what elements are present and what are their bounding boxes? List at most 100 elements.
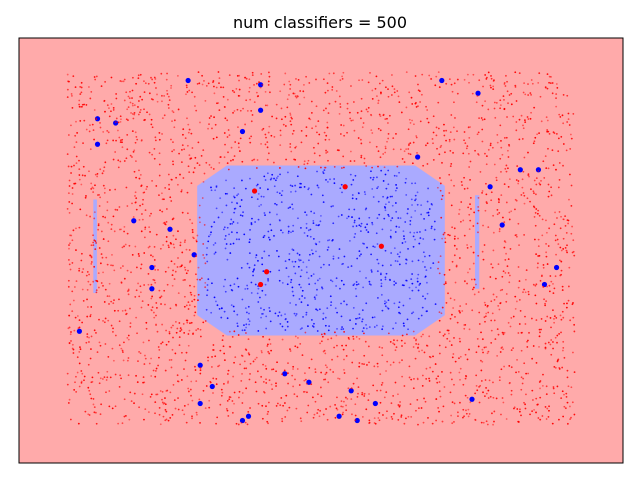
- data-point-s2-1863: [155, 233, 158, 236]
- data-point-s1-421: [418, 242, 421, 245]
- data-point-s2-483: [195, 380, 198, 383]
- data-point-s2-76: [328, 72, 331, 75]
- data-point-s1-367: [411, 182, 413, 185]
- data-point-s2-1913: [526, 340, 528, 343]
- data-point-s2-123: [456, 78, 459, 81]
- data-point-s2-1323: [317, 142, 320, 145]
- data-point-s2-1546: [86, 271, 89, 273]
- data-point-s2-1670: [435, 134, 438, 137]
- data-point-s2-921: [144, 408, 147, 411]
- data-point-s1-589: [225, 243, 228, 245]
- data-point-s2-394: [331, 86, 334, 88]
- data-point-s2-466: [212, 377, 215, 380]
- data-point-s2-1013: [164, 419, 167, 422]
- data-point-s2-1823: [218, 109, 221, 112]
- data-point-s2-1216: [509, 325, 512, 328]
- data-point-s2-2198: [567, 118, 570, 121]
- data-point-s2-1188: [465, 375, 468, 378]
- data-point-s1-396: [348, 208, 351, 211]
- data-point-s1-510: [340, 328, 343, 331]
- data-point-s2-1110: [520, 414, 522, 417]
- data-point-s1-659: [225, 204, 228, 207]
- data-point-s2-1887: [445, 139, 447, 142]
- data-point-s1-676: [291, 208, 294, 210]
- data-point-s1-33: [403, 237, 406, 240]
- data-point-s2-636: [131, 102, 134, 105]
- data-point-s2-158: [510, 103, 513, 106]
- data-point-s2-834: [93, 76, 96, 78]
- data-point-s2-2187: [431, 138, 434, 140]
- data-point-s2-1647: [68, 211, 71, 214]
- data-point-s2-1861: [547, 245, 550, 247]
- data-point-s1-480: [246, 284, 249, 287]
- data-point-s2-2298: [185, 319, 188, 322]
- data-point-s1-538: [248, 312, 250, 315]
- data-point-s2-2039: [566, 121, 569, 123]
- data-point-s2-2582: [245, 332, 247, 334]
- data-point-s2-488: [319, 386, 322, 389]
- data-point-s2-317: [161, 398, 163, 401]
- data-point-s2-751: [382, 114, 385, 117]
- data-point-s2-1030: [292, 92, 295, 95]
- data-point-s2-2299: [266, 343, 269, 346]
- data-point-s2-628: [314, 400, 317, 403]
- data-point-s2-1303: [515, 129, 518, 132]
- data-point-s2-1466: [168, 188, 171, 191]
- data-point-s2-479: [509, 248, 512, 250]
- data-point-s2-2140: [546, 263, 549, 265]
- data-point-s2-560: [468, 413, 471, 415]
- data-point-s0-31: [336, 413, 342, 419]
- data-point-s2-118: [118, 206, 121, 208]
- data-point-s2-691: [498, 211, 501, 214]
- data-point-s1-268: [429, 267, 432, 269]
- data-point-s2-1455: [152, 369, 155, 372]
- data-point-s2-1580: [92, 398, 95, 400]
- data-point-s1-35: [261, 257, 263, 259]
- data-point-s2-279: [518, 323, 521, 325]
- data-point-s1-542: [414, 194, 417, 197]
- data-point-s2-219: [325, 149, 327, 152]
- data-point-s2-426: [522, 192, 525, 194]
- data-point-s2-141: [112, 264, 114, 267]
- data-point-s2-95: [420, 93, 423, 96]
- data-point-s2-1171: [287, 372, 289, 375]
- data-point-s1-541: [284, 313, 286, 316]
- data-point-s2-1399: [216, 102, 218, 105]
- data-point-s2-905: [531, 410, 534, 413]
- data-point-s1-14: [393, 280, 396, 283]
- data-point-s2-1307: [142, 198, 144, 201]
- data-point-s2-1886: [129, 322, 132, 325]
- data-point-s2-2071: [534, 211, 537, 214]
- data-point-s2-509: [450, 414, 453, 417]
- data-point-s2-1103: [131, 130, 134, 133]
- data-point-s2-762: [81, 321, 84, 324]
- data-point-s2-1081: [363, 162, 366, 164]
- data-point-s2-2172: [67, 192, 70, 195]
- data-point-s2-719: [154, 401, 157, 404]
- data-point-s1-229: [214, 242, 217, 244]
- data-point-s1-442: [230, 231, 233, 234]
- data-point-s2-2515: [89, 124, 91, 126]
- data-point-s1-313: [353, 221, 356, 224]
- data-point-s2-1866: [178, 152, 180, 155]
- data-point-s2-575: [572, 302, 574, 304]
- data-point-s2-220: [238, 396, 240, 399]
- data-point-s2-1942: [151, 306, 154, 309]
- data-point-s1-548: [250, 223, 253, 226]
- data-point-s2-876: [300, 130, 303, 132]
- data-point-s1-291: [215, 185, 218, 188]
- data-point-s2-128: [548, 81, 550, 84]
- data-point-s2-305: [432, 355, 434, 358]
- data-point-s2-377: [477, 131, 480, 134]
- data-point-s1-183: [241, 298, 244, 301]
- data-point-s1-39: [394, 202, 397, 204]
- data-point-s2-2369: [391, 85, 394, 88]
- data-point-s2-2204: [165, 343, 168, 346]
- data-point-s2-311: [196, 162, 199, 165]
- data-point-s2-1155: [526, 116, 529, 118]
- data-point-s2-114: [491, 266, 494, 269]
- data-point-s2-683: [524, 315, 526, 318]
- data-point-s1-608: [281, 189, 284, 192]
- data-point-s2-804: [552, 164, 555, 167]
- data-point-s2-1608: [565, 149, 568, 152]
